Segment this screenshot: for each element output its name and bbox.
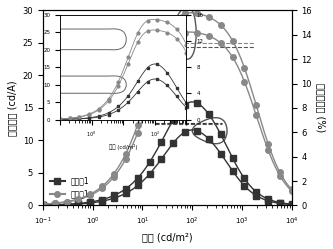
X-axis label: 亮度 (cd/m²): 亮度 (cd/m²) bbox=[142, 232, 193, 242]
Y-axis label: 电流效率 (cd/A): 电流效率 (cd/A) bbox=[7, 80, 17, 136]
X-axis label: 亮度 (cd/m²): 亮度 (cd/m²) bbox=[109, 144, 138, 150]
Y-axis label: 外量子效率 (%): 外量子效率 (%) bbox=[316, 83, 326, 132]
Legend: 对比例1, 实验例1: 对比例1, 实验例1 bbox=[47, 174, 93, 202]
